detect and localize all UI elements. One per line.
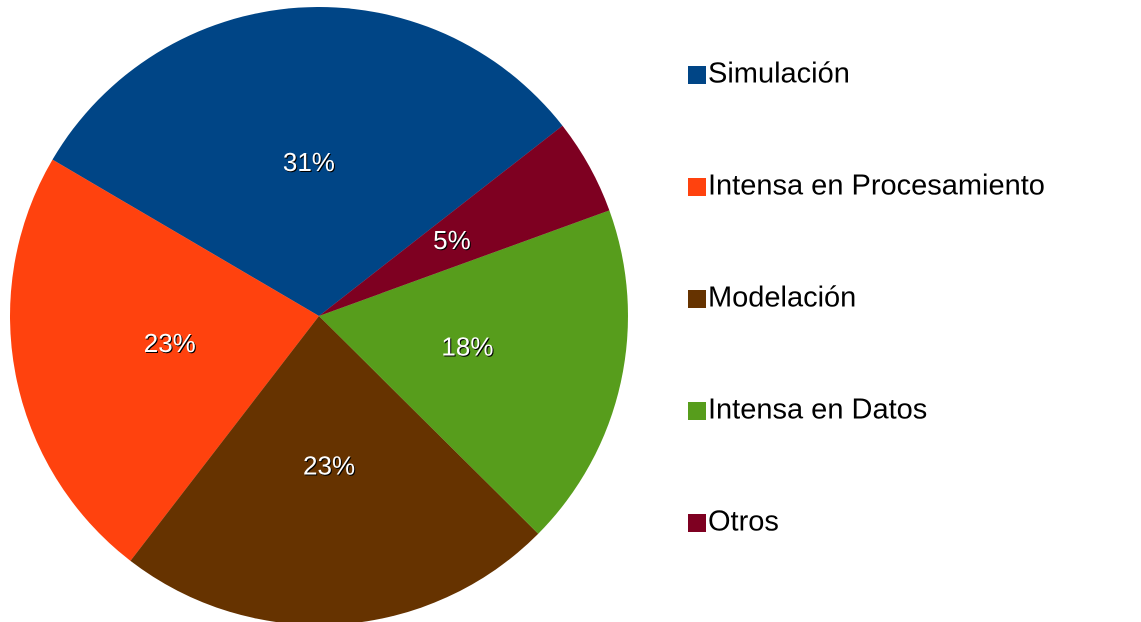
slice-label: 5% — [433, 225, 471, 255]
slice-label: 18% — [441, 332, 493, 362]
slice-label: 23% — [144, 328, 196, 358]
legend-label: Intensa en Datos — [708, 394, 927, 426]
pie-slice — [319, 125, 610, 316]
legend-swatch — [688, 514, 706, 532]
legend-swatch — [688, 402, 706, 420]
slice-label: 23% — [303, 451, 355, 481]
pie-slice — [9, 159, 319, 561]
pie-slice — [130, 316, 539, 622]
pie-slice — [52, 7, 563, 317]
legend-label: Simulación — [708, 58, 850, 90]
legend-swatch — [688, 66, 706, 84]
legend-label: Modelación — [708, 282, 856, 314]
legend-label: Otros — [708, 506, 779, 538]
legend-swatch — [688, 178, 706, 196]
slice-label: 31% — [283, 147, 335, 177]
legend-swatch — [688, 290, 706, 308]
legend-label: Intensa en Procesamiento — [708, 170, 1045, 202]
pie-slice — [319, 210, 628, 534]
